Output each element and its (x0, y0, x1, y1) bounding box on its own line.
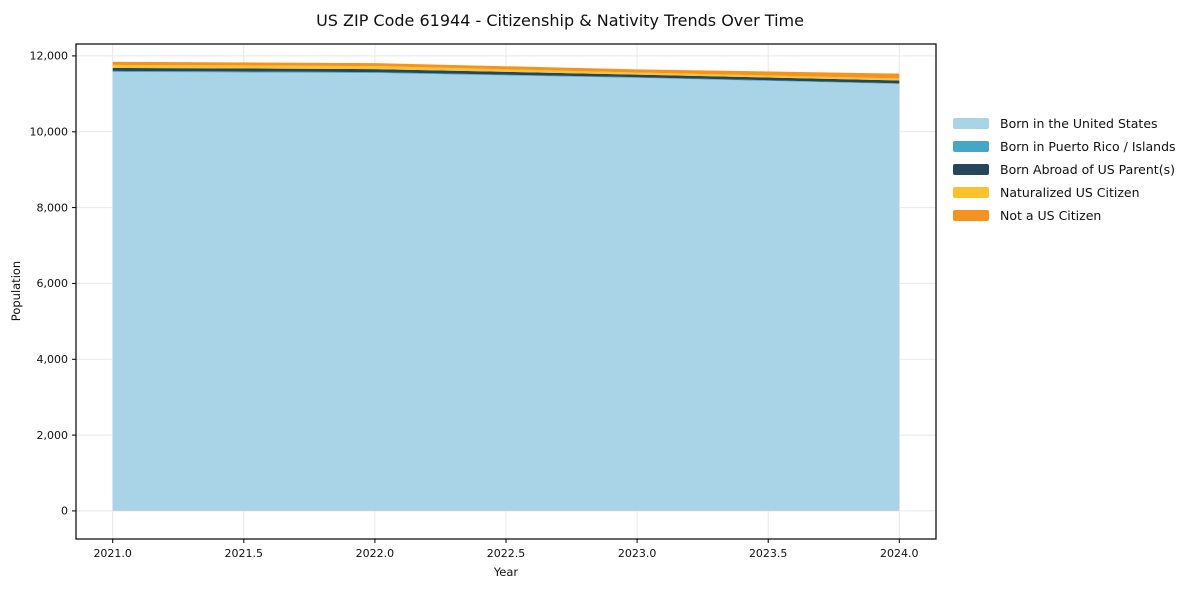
legend-item: Born in Puerto Rico / Islands (953, 135, 1176, 158)
y-tick-label: 12,000 (30, 50, 69, 63)
legend-item: Naturalized US Citizen (953, 181, 1176, 204)
legend: Born in the United States Born in Puerto … (953, 112, 1176, 227)
x-tick-label: 2021.5 (225, 547, 264, 560)
area-series-0 (112, 71, 900, 511)
legend-label: Born Abroad of US Parent(s) (1000, 162, 1175, 177)
tick-labels: 2021.0 2021.5 2022.0 2022.5 2023.0 2023.5 2024… (30, 50, 919, 560)
x-tick-label: 2024.0 (880, 547, 919, 560)
y-tick-label: 0 (61, 505, 68, 518)
x-tick-label: 2023.0 (618, 547, 657, 560)
x-axis-label: Year (493, 565, 519, 579)
legend-label: Not a US Citizen (1000, 208, 1102, 223)
x-tick-label: 2023.5 (749, 547, 788, 560)
legend-swatch-icon (953, 141, 989, 152)
x-tick-label: 2021.0 (93, 547, 132, 560)
legend-swatch-icon (953, 118, 989, 129)
y-tick-label: 4,000 (37, 353, 69, 366)
y-tick-label: 10,000 (30, 126, 69, 139)
chart-title: US ZIP Code 61944 - Citizenship & Nativi… (316, 11, 804, 30)
y-axis-label: Population (9, 260, 23, 322)
legend-item: Not a US Citizen (953, 204, 1176, 227)
legend-swatch-icon (953, 187, 989, 198)
y-tick-label: 2,000 (37, 429, 69, 442)
legend-item: Born in the United States (953, 112, 1176, 135)
y-tick-label: 8,000 (37, 201, 69, 214)
area-series-2 (112, 67, 900, 84)
area-series-3 (112, 64, 900, 81)
legend-label: Born in Puerto Rico / Islands (1000, 139, 1176, 154)
x-tick-label: 2022.5 (487, 547, 526, 560)
x-tick-label: 2022.0 (356, 547, 395, 560)
legend-label: Born in the United States (1000, 116, 1158, 131)
axis-ticks (72, 55, 900, 543)
y-tick-label: 6,000 (37, 277, 69, 290)
legend-swatch-icon (953, 164, 989, 175)
area-series-1 (112, 70, 900, 84)
legend-swatch-icon (953, 210, 989, 221)
legend-label: Naturalized US Citizen (1000, 185, 1140, 200)
area-series-4 (112, 61, 900, 79)
legend-item: Born Abroad of US Parent(s) (953, 158, 1176, 181)
stacked-areas (112, 61, 900, 511)
